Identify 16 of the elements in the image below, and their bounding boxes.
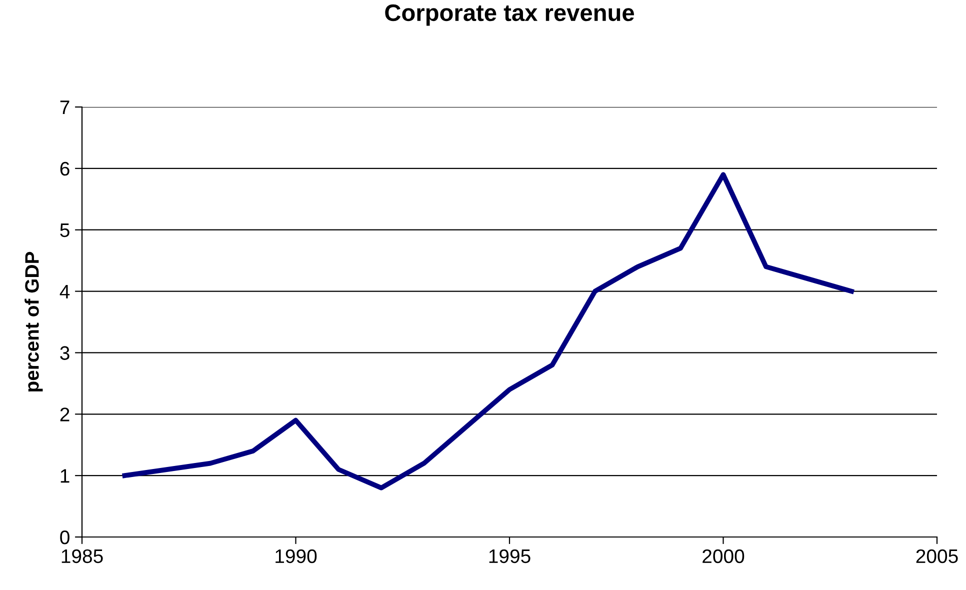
y-tick-label: 3 — [60, 346, 70, 360]
chart-title: Corporate tax revenue — [385, 4, 634, 26]
y-tick-label: 2 — [60, 408, 70, 422]
x-tick-label: 1995 — [489, 549, 530, 564]
y-tick-label: 0 — [60, 530, 70, 544]
y-tick-label: 5 — [60, 224, 70, 238]
y-axis-title: percent of GDP — [24, 252, 43, 392]
y-tick-label: 1 — [60, 469, 70, 483]
y-tick-label: 4 — [60, 284, 70, 298]
y-tick-label: 7 — [60, 100, 70, 114]
y-tick-label: 6 — [60, 162, 70, 176]
line-series — [122, 172, 854, 490]
x-tick-label: 1990 — [276, 549, 317, 564]
x-tick-label: 2005 — [916, 549, 958, 564]
x-tick-label: 1985 — [62, 549, 103, 564]
x-tick-label: 2000 — [702, 549, 744, 564]
